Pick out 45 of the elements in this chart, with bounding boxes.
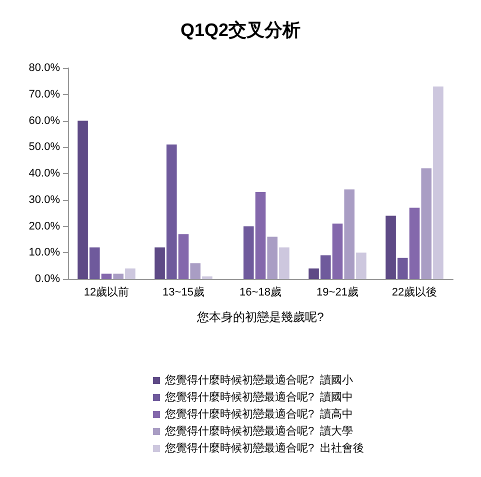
bar [243,226,254,279]
x-tick-label: 19~21歲 [316,286,358,298]
x-axis-title: 您本身的初戀是幾歲呢? [196,310,324,324]
bar [332,224,343,279]
y-tick-label: 20.0% [28,220,60,232]
y-tick-label: 10.0% [28,246,60,259]
bar [279,247,290,279]
bar [409,208,420,279]
bar [255,192,266,279]
legend-label: 您覺得什麼時候初戀最適合呢? 讀國中 [164,390,354,404]
bar [113,274,124,279]
y-tick-label: 30.0% [28,194,60,206]
bar [267,236,278,279]
bar [190,263,201,279]
y-tick-label: 50.0% [28,141,60,154]
bar [397,258,408,279]
legend-label: 您覺得什麼時候初戀最適合呢? 讀大學 [164,424,354,438]
bar [89,247,100,279]
bar [178,234,189,279]
x-tick-label: 13~15歲 [162,286,204,298]
y-tick-label: 80.0% [28,62,60,74]
bar [166,144,177,279]
bar [386,216,396,279]
bar [344,189,355,279]
bar [78,120,88,279]
x-tick-label: 12歲以前 [84,286,130,298]
bar [320,255,331,279]
chart-title: Q1Q2交叉分析 [180,20,301,40]
bar [356,252,366,279]
bar [101,274,112,279]
y-tick-label: 60.0% [28,114,60,127]
bar [433,86,444,279]
legend-label: 您覺得什麼時候初戀最適合呢? 讀高中 [164,408,354,420]
y-tick-label: 0.0% [34,273,60,285]
bar [202,276,212,279]
legend-label: 您覺得什麼時候初戀最適合呢? 讀國小 [164,374,354,386]
bar [154,247,165,279]
x-tick-label: 16~18歲 [240,286,282,298]
y-tick-label: 40.0% [28,168,60,180]
y-tick-label: 70.0% [28,88,60,100]
x-tick-label: 22歲以後 [392,286,438,298]
bar [125,268,136,279]
legend-label: 您覺得什麼時候初戀最適合呢? 出社會後 [164,442,364,454]
bar [421,168,432,279]
bar [308,268,319,279]
